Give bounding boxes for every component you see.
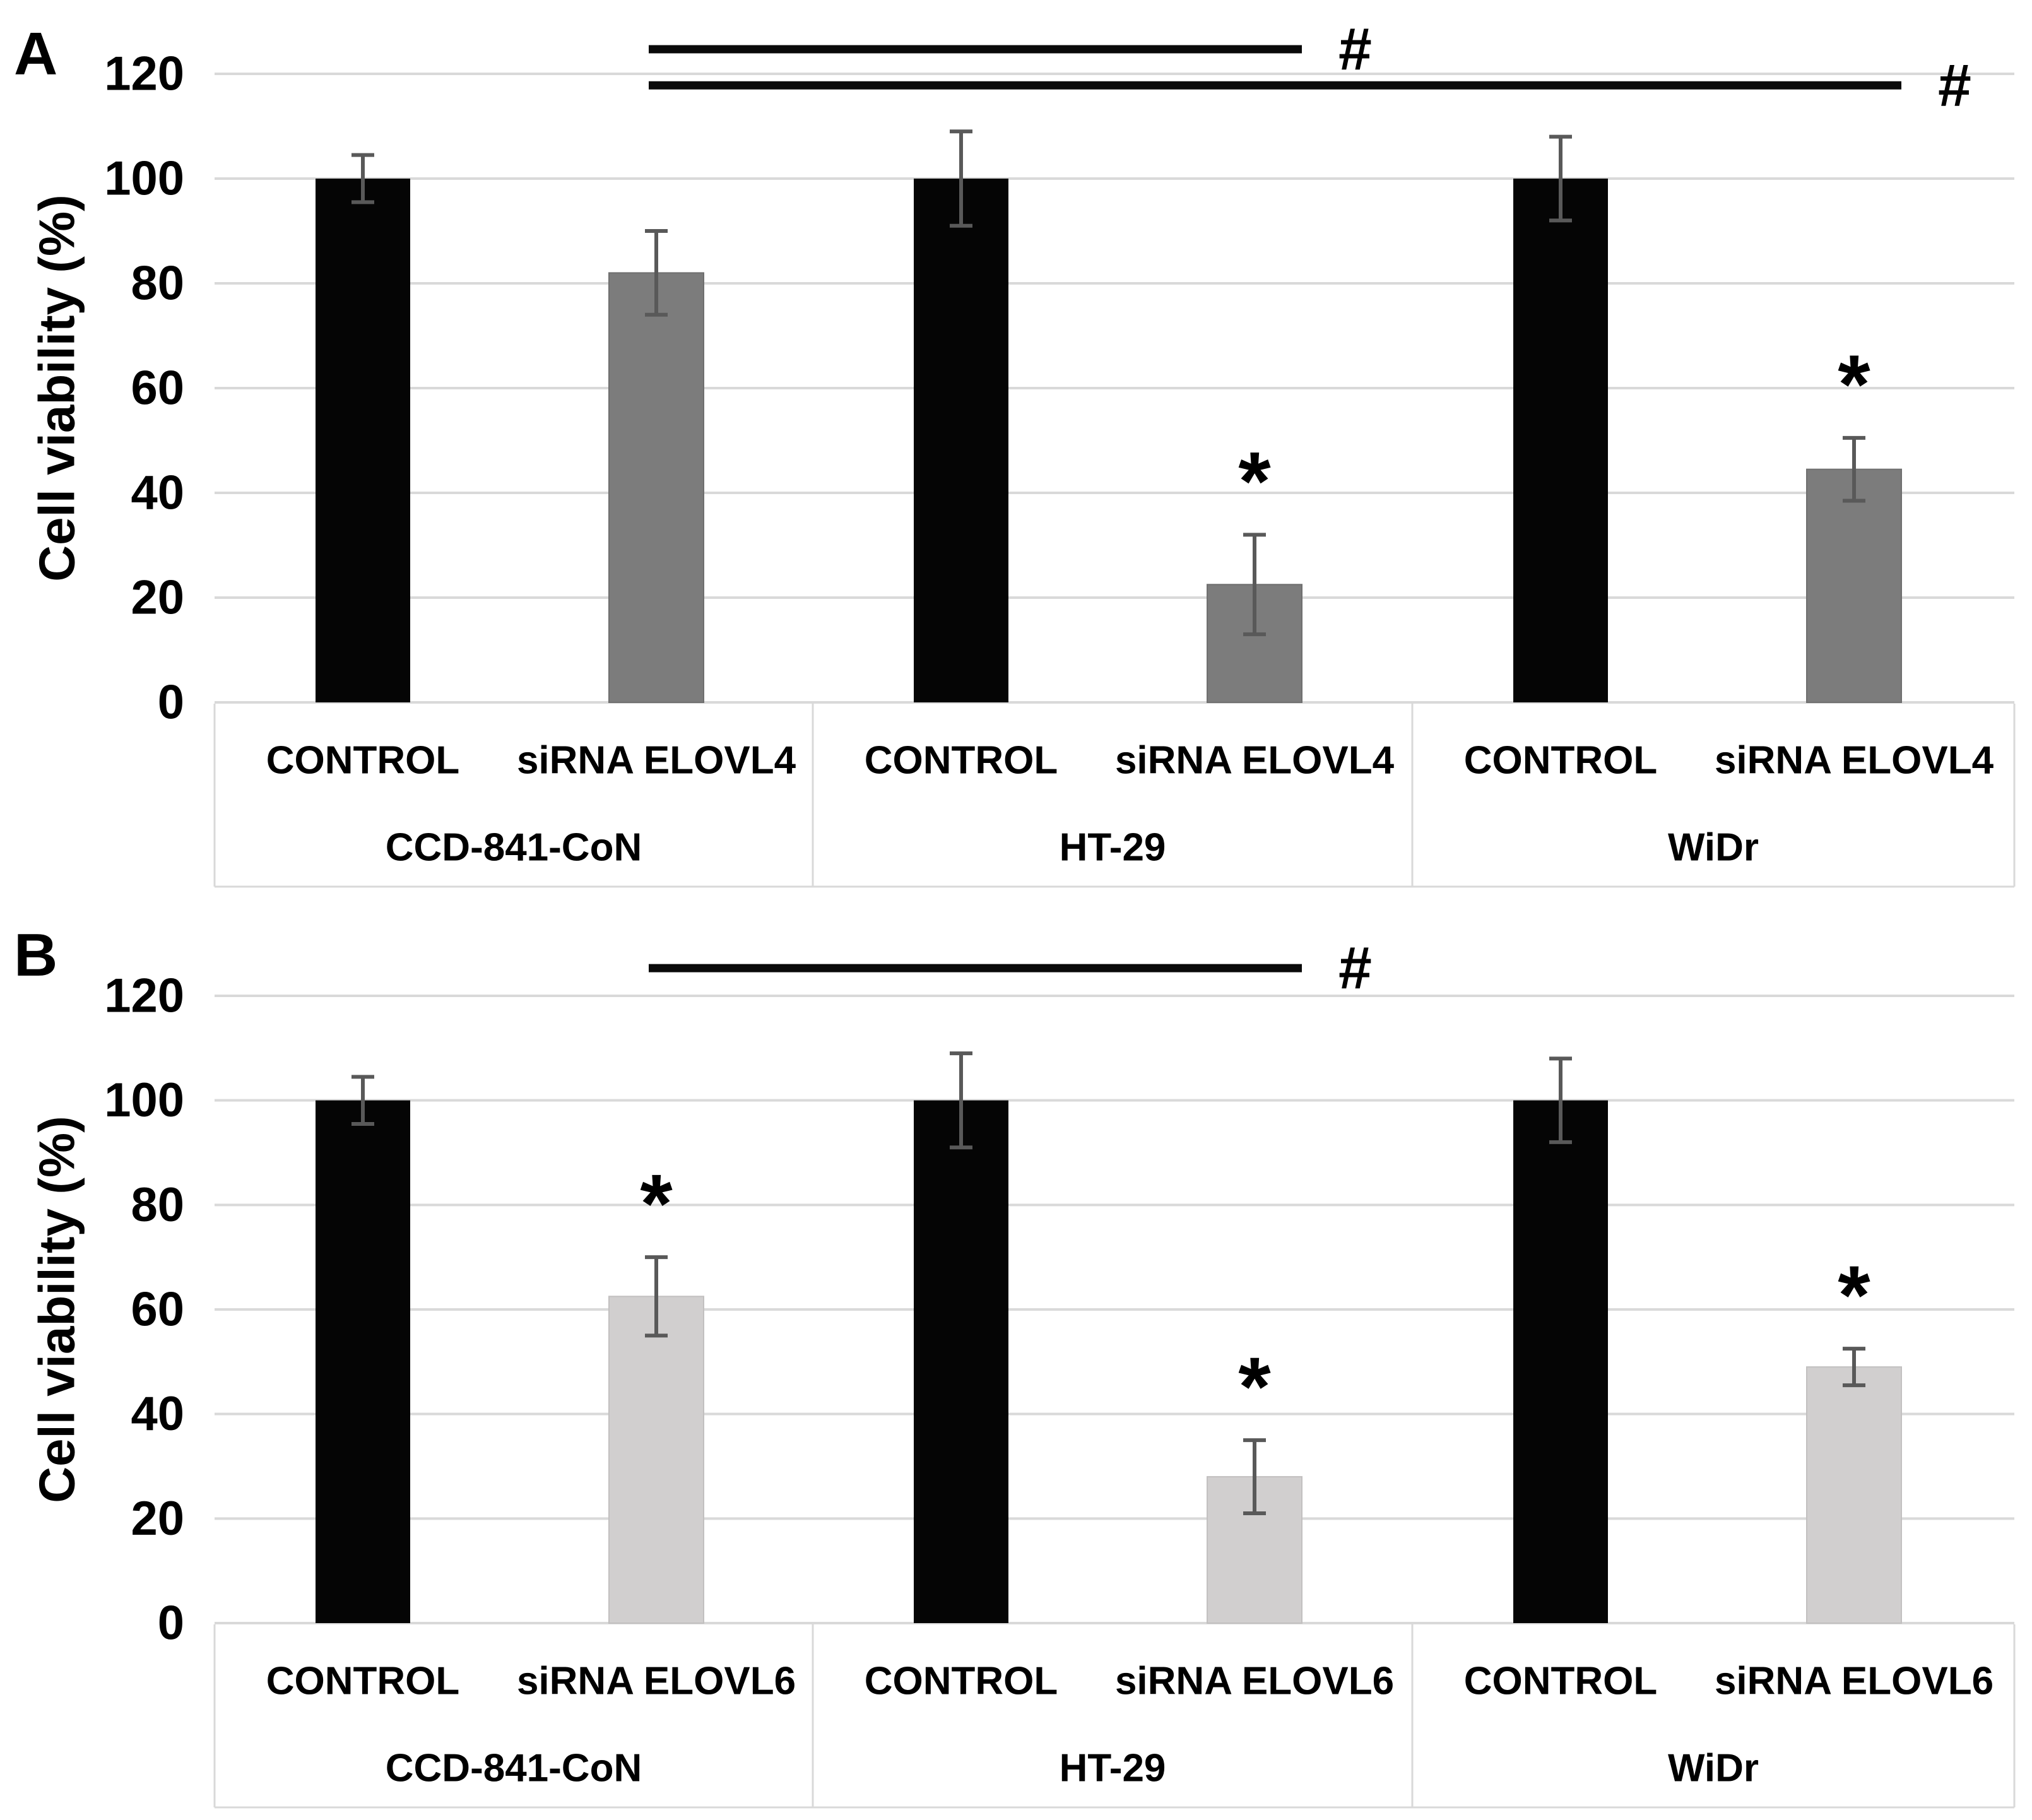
panel-letter: B: [14, 921, 57, 989]
error-bar: [1843, 1347, 1865, 1388]
error-bar: [351, 153, 374, 204]
bar-category-label: siRNA ELOVL4: [517, 739, 796, 783]
bar-category-label: siRNA ELOVL6: [1115, 1660, 1394, 1703]
y-tick-label: 60: [131, 362, 184, 415]
bar-category-label: siRNA ELOVL4: [1715, 739, 1994, 783]
error-bar: [1549, 1056, 1572, 1144]
error-bar: [1243, 1438, 1266, 1516]
cell-line-label: WiDr: [1668, 1747, 1759, 1790]
bar-category-label: CONTROL: [266, 1660, 460, 1703]
error-bar: [1549, 134, 1572, 223]
cell-line-label: WiDr: [1668, 826, 1759, 870]
y-tick-label: 20: [131, 1492, 184, 1545]
y-tick-label: 80: [131, 257, 184, 310]
error-bar: [950, 1051, 972, 1150]
cell-line-label: CCD-841-CoN: [386, 826, 642, 870]
error-bar: [351, 1075, 374, 1126]
cell-line-label: HT-29: [1060, 1747, 1166, 1790]
error-bar: [1843, 435, 1865, 503]
y-tick-label: 20: [131, 571, 184, 625]
panel-a-chart: 0 20 40 60 80 100 120 Cell viability (%) A CONTRO…: [14, 16, 2016, 888]
significance-hash: #: [1938, 52, 1971, 119]
significance-asterisk: *: [1238, 1340, 1271, 1433]
cell-line-label: CCD-841-CoN: [386, 1747, 642, 1790]
cell-line-label: HT-29: [1060, 826, 1166, 870]
bar-sirna-elovl4-ccd-841-con: [608, 272, 704, 703]
bar-category-label: siRNA ELOVL6: [1715, 1660, 1994, 1703]
bar-sirna-elovl6-ccd-841-con: [608, 1296, 704, 1624]
y-tick-label: 0: [158, 1597, 184, 1650]
bar-category-label: CONTROL: [266, 739, 460, 783]
y-tick-label: 40: [131, 1387, 184, 1441]
panel-b-chart: 0 20 40 60 80 100 120 Cell viability (%) B CONTRO…: [14, 921, 2016, 1809]
significance-asterisk: *: [1238, 435, 1271, 528]
y-axis-title: Cell viability (%): [29, 1116, 85, 1503]
bar-category-label: CONTROL: [865, 1660, 1058, 1703]
bar-category-label: CONTROL: [865, 739, 1058, 783]
error-bar: [645, 1255, 668, 1338]
bar-control-ht-29: [914, 179, 1008, 702]
y-tick-label: 100: [104, 152, 184, 206]
y-tick-label: 100: [104, 1073, 184, 1127]
bar-category-label: siRNA ELOVL4: [1115, 739, 1395, 783]
y-tick-label: 60: [131, 1283, 184, 1337]
y-tick-label: 120: [104, 969, 184, 1023]
bar-category-label: CONTROL: [1464, 739, 1658, 783]
significance-asterisk: *: [1838, 338, 1870, 430]
significance-asterisk: *: [640, 1157, 673, 1250]
significance-asterisk: *: [1838, 1249, 1870, 1342]
bar-control-ht-29: [914, 1100, 1008, 1623]
panel-letter: A: [14, 20, 57, 88]
y-tick-label: 40: [131, 466, 184, 520]
error-bar: [645, 229, 668, 317]
bar-category-label: CONTROL: [1464, 1660, 1658, 1703]
error-bar: [1243, 533, 1266, 637]
y-axis-title: Cell viability (%): [29, 194, 85, 581]
significance-hash: #: [1338, 16, 1372, 83]
bar-sirna-elovl6-widr: [1806, 1366, 1902, 1624]
bar-sirna-elovl4-widr: [1806, 468, 1902, 704]
y-tick-label: 0: [158, 676, 184, 730]
y-tick-label: 120: [104, 47, 184, 101]
y-tick-label: 80: [131, 1178, 184, 1232]
error-bar: [950, 129, 972, 228]
bar-control-widr: [1513, 179, 1608, 702]
bar-control-ccd-841-con: [316, 1100, 410, 1623]
bar-control-ccd-841-con: [316, 179, 410, 702]
significance-hash: #: [1338, 935, 1372, 1002]
bar-control-widr: [1513, 1100, 1608, 1623]
bar-category-label: siRNA ELOVL6: [517, 1660, 796, 1703]
